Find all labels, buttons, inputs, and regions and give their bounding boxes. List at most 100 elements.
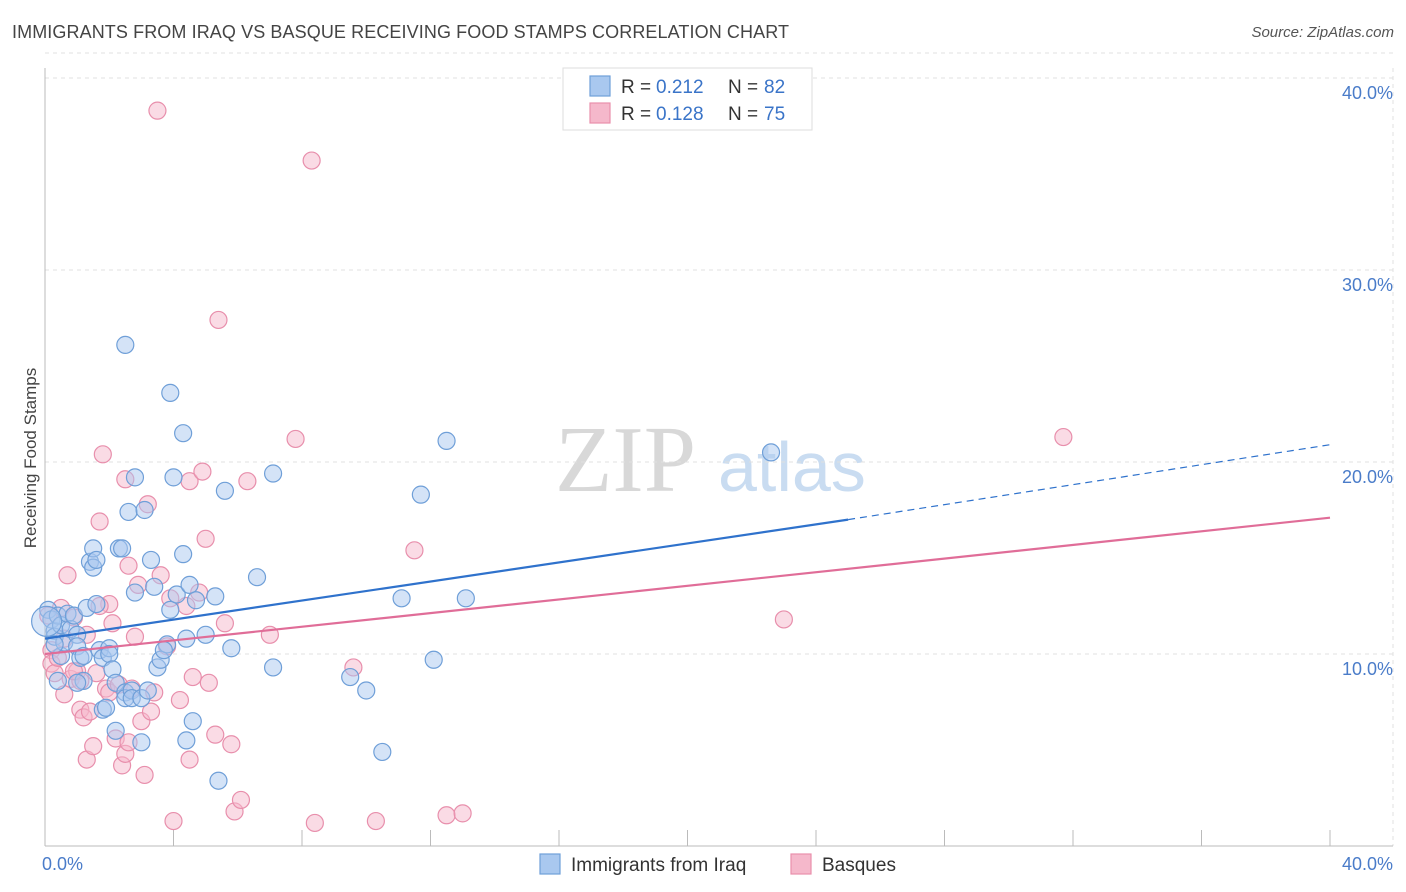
iraq-point-70 <box>392 589 411 608</box>
iraq-point-25 <box>96 698 116 717</box>
iraq-point-60 <box>196 625 215 644</box>
iraq-point-32 <box>112 539 132 558</box>
iraq-point-cluster <box>31 605 63 637</box>
iraq-point-61 <box>206 587 225 606</box>
series-legend-swatch-iraq <box>539 853 561 875</box>
iraq-point-53 <box>174 424 193 443</box>
iraq-point-45 <box>145 577 164 596</box>
basques-point-64 <box>453 804 472 823</box>
iraq-point-80 <box>87 594 106 614</box>
iraq-point-57 <box>180 575 199 594</box>
y-tick-labels: 10.0% 20.0% 30.0% 40.0% <box>1342 83 1393 679</box>
basques-point-19 <box>93 445 112 464</box>
iraq-point-71 <box>373 742 392 762</box>
basques-point-62 <box>405 541 424 560</box>
iraq-point-73 <box>424 650 443 669</box>
basques-trend-line <box>44 516 1331 656</box>
iraq-point-65 <box>247 568 267 587</box>
iraq-point-79 <box>68 673 87 692</box>
basques-point-59 <box>305 813 324 833</box>
x-tick-label-min: 0.0% <box>42 854 83 874</box>
basques-point-44 <box>183 667 202 687</box>
basques-point-61 <box>366 811 385 831</box>
iraq-point-51 <box>164 468 183 487</box>
iraq-point-75 <box>456 589 475 608</box>
chart-title: IMMIGRANTS FROM IRAQ VS BASQUE RECEIVING… <box>12 22 790 42</box>
iraq-point-40 <box>132 733 151 752</box>
basques-point-58 <box>302 151 321 170</box>
series-legend-label-basques: Basques <box>822 855 896 876</box>
iraq-point-43 <box>138 681 157 700</box>
basques-point-57 <box>286 429 305 449</box>
iraq-point-69 <box>357 681 376 700</box>
basques-point-30 <box>125 627 145 646</box>
x-tick-marks <box>44 830 1331 846</box>
basques-point-66 <box>774 610 793 629</box>
watermark-zip: ZIP <box>555 408 696 512</box>
iraq-point-63 <box>215 481 234 500</box>
legend-n-value-iraq: 82 <box>764 77 785 98</box>
basques-point-40 <box>170 690 190 710</box>
basques-point-54 <box>231 790 251 810</box>
basques-point-49 <box>206 725 225 744</box>
basques-point-67 <box>1054 427 1073 447</box>
basques-point-42 <box>180 750 199 769</box>
iraq-point-64 <box>222 639 241 658</box>
y-tick-label-30: 30.0% <box>1342 275 1393 295</box>
legend-n-label-basques: N = <box>728 104 758 125</box>
y-tick-label-20: 20.0% <box>1342 467 1393 487</box>
iraq-point-21 <box>87 550 106 570</box>
watermark-atlas: atlas <box>718 428 866 506</box>
iraq-point-44 <box>141 550 161 570</box>
iraq-point-54 <box>174 545 193 564</box>
basques-point-55 <box>238 472 257 491</box>
iraq-point-30 <box>106 721 125 740</box>
y-tick-label-10: 10.0% <box>1342 659 1393 679</box>
iraq-points <box>31 335 781 790</box>
correlation-legend: R = 0.212 N = 82 R = 0.128 N = 75 <box>562 67 813 131</box>
iraq-point-62 <box>209 771 228 790</box>
iraq-point-59 <box>186 591 206 610</box>
iraq-point-74 <box>437 431 456 450</box>
basques-point-18 <box>90 512 109 531</box>
basques-point-50 <box>209 310 228 330</box>
legend-swatch-basques <box>589 102 611 124</box>
iraq-point-38 <box>125 468 145 487</box>
iraq-point-67 <box>263 658 283 677</box>
iraq-point-15 <box>74 646 93 666</box>
basques-point-39 <box>164 811 183 831</box>
legend-r-value-basques: 0.128 <box>656 104 704 125</box>
basques-point-33 <box>135 765 154 785</box>
basques-point-28 <box>119 556 138 575</box>
iraq-point-56 <box>177 731 196 750</box>
legend-r-label-iraq: R = <box>621 77 651 98</box>
iraq-trend-line-extrapolated <box>848 444 1331 521</box>
iraq-point-39 <box>125 583 145 602</box>
iraq-point-72 <box>411 485 430 504</box>
basques-point-46 <box>193 462 212 481</box>
iraq-point-68 <box>341 667 360 687</box>
iraq-point-50 <box>161 383 180 402</box>
basques-point-48 <box>199 673 218 692</box>
basques-point-16 <box>84 737 103 756</box>
iraq-point-76 <box>761 443 781 462</box>
iraq-point-58 <box>183 712 202 731</box>
basques-point-63 <box>437 806 456 825</box>
basques-point-47 <box>196 529 215 548</box>
chart-source: Source: ZipAtlas.com <box>1251 24 1394 41</box>
grid-lines <box>45 52 1394 846</box>
iraq-point-52 <box>167 585 186 604</box>
iraq-point-42 <box>135 500 154 520</box>
basques-point-7 <box>58 566 77 585</box>
iraq-trend-line <box>44 518 849 640</box>
legend-n-value-basques: 75 <box>764 104 785 125</box>
legend-swatch-iraq <box>589 75 611 97</box>
legend-r-value-iraq: 0.212 <box>656 77 704 98</box>
legend-n-label-iraq: N = <box>728 77 758 98</box>
iraq-point-77 <box>116 335 135 354</box>
series-legend-swatch-basques <box>790 853 812 875</box>
series-legend: Immigrants from Iraq Basques <box>539 853 896 876</box>
iraq-point-66 <box>263 464 283 483</box>
iraq-point-49 <box>161 600 180 619</box>
